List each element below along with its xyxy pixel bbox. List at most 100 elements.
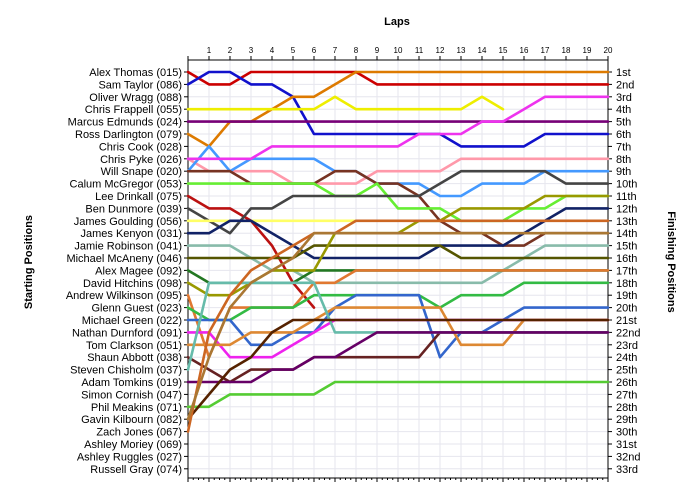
finishing-position-label: 16th	[616, 253, 637, 265]
x-tick-label: 10	[394, 46, 403, 55]
finishing-position-label: 12th	[616, 203, 637, 215]
series-line	[186, 293, 610, 359]
starting-position-label: Nathan Durnford (091)	[72, 327, 182, 339]
finishing-position-label: 19th	[616, 290, 637, 302]
starting-position-label: Gavin Kilbourn (082)	[81, 414, 182, 426]
starting-position-label: Adam Tomkins (019)	[81, 377, 182, 389]
series-line	[186, 95, 610, 161]
x-tick-label: 6	[312, 46, 317, 55]
series-line	[186, 169, 610, 235]
x-tick-label: 12	[436, 46, 445, 55]
finishing-position-label: 10th	[616, 179, 637, 191]
y-axis-label-right: Finishing Positions	[665, 211, 677, 312]
series-line	[186, 318, 610, 421]
series-line	[186, 70, 610, 148]
series-line	[186, 244, 610, 285]
x-tick-label: 2	[228, 46, 233, 55]
finishing-position-label: 13th	[616, 216, 637, 228]
x-tick-label: 11	[415, 46, 424, 55]
starting-position-label: Will Snape (020)	[101, 166, 182, 178]
x-tick-label: 17	[541, 46, 550, 55]
chart-title: Laps	[384, 16, 410, 28]
finishing-position-label: 22nd	[616, 327, 640, 339]
series-line	[186, 70, 610, 148]
series-line	[186, 70, 610, 86]
finishing-position-label: 30th	[616, 427, 637, 439]
x-tick-label: 16	[520, 46, 529, 55]
x-tick-label: 7	[333, 46, 338, 55]
starting-position-label: James Goulding (056)	[74, 216, 182, 228]
series-line	[186, 231, 610, 421]
finishing-position-label: 6th	[616, 129, 631, 141]
finishing-position-label: 20th	[616, 303, 637, 315]
series-line	[186, 95, 505, 111]
starting-position-label: Steven Chisholm (037)	[70, 365, 182, 377]
starting-position-label: Oliver Wragg (088)	[89, 92, 182, 104]
x-tick-label: 18	[562, 46, 571, 55]
starting-position-label: Ashley Moriey (069)	[84, 439, 182, 451]
x-tick-label: 5	[291, 46, 296, 55]
starting-position-label: Lee Drinkall (075)	[95, 191, 182, 203]
finishing-position-label: 7th	[616, 141, 631, 153]
starting-position-label: Alex Thomas (015)	[89, 67, 182, 79]
finishing-position-label: 29th	[616, 414, 637, 426]
finishing-position-label: 3rd	[616, 92, 632, 104]
finishing-position-label: 9th	[616, 166, 631, 178]
y-axis-label-left: Starting Positions	[23, 215, 35, 309]
series-line	[186, 182, 610, 223]
x-tick-labels: 1 2 3 4 5 6 7 8 9 10 11 12 13 14 15 16 17 18 19 20	[207, 46, 613, 55]
finishing-position-label: 14th	[616, 228, 637, 240]
finishing-position-labels: 1st2nd3rd4th5th6th7th8th9th10th11th12th1…	[616, 67, 640, 476]
x-tick-label: 20	[604, 46, 613, 55]
starting-position-label: Simon Cornish (047)	[81, 389, 182, 401]
finishing-position-label: 8th	[616, 154, 631, 166]
x-tick-label: 1	[207, 46, 212, 55]
finishing-position-label: 27th	[616, 389, 637, 401]
starting-position-label: Sam Taylor (086)	[98, 79, 182, 91]
finishing-position-label: 32nd	[616, 451, 640, 463]
x-tick-label: 8	[354, 46, 359, 55]
finishing-position-label: 28th	[616, 402, 637, 414]
starting-position-label: Michael McAneny (046)	[66, 253, 182, 265]
finishing-position-label: 24th	[616, 352, 637, 364]
series-line	[186, 219, 610, 433]
finishing-position-label: 18th	[616, 278, 637, 290]
finishing-position-label: 25th	[616, 365, 637, 377]
starting-position-label: Russell Gray (074)	[90, 464, 182, 476]
x-tick-label: 4	[270, 46, 275, 55]
finishing-position-label: 1st	[616, 67, 631, 79]
starting-position-label: Glenn Guest (023)	[92, 303, 183, 315]
series-line	[186, 157, 610, 185]
finishing-position-label: 21st	[616, 315, 637, 327]
starting-position-label: Jamie Robinson (041)	[74, 241, 182, 253]
finishing-position-label: 23rd	[616, 340, 638, 352]
finishing-position-label: 5th	[616, 117, 631, 129]
starting-position-label: Calum McGregor (053)	[70, 179, 182, 191]
starting-position-label: Ashley Ruggles (027)	[77, 451, 182, 463]
finishing-position-label: 4th	[616, 104, 631, 116]
starting-position-label: Andrew Wilkinson (095)	[66, 290, 182, 302]
starting-position-labels: Alex Thomas (015)Sam Taylor (086)Oliver …	[66, 67, 182, 476]
finishing-position-label: 33rd	[616, 464, 638, 476]
x-tick-label: 9	[375, 46, 380, 55]
starting-position-label: Chris Frappell (055)	[85, 104, 182, 116]
finishing-position-label: 17th	[616, 265, 637, 277]
starting-position-label: Phil Meakins (071)	[91, 402, 182, 414]
finishing-position-label: 2nd	[616, 79, 634, 91]
starting-position-label: Ben Dunmore (039)	[85, 203, 182, 215]
starting-position-label: Chris Pyke (026)	[100, 154, 182, 166]
x-tick-label: 3	[249, 46, 254, 55]
x-tick-label: 19	[583, 46, 592, 55]
plot-frame	[184, 56, 612, 482]
finishing-position-label: 11th	[616, 191, 637, 203]
series-lines	[186, 70, 610, 433]
x-tick-label: 15	[499, 46, 508, 55]
starting-position-label: Tom Clarkson (051)	[86, 340, 182, 352]
series-line	[186, 244, 610, 260]
x-tick-label: 13	[457, 46, 466, 55]
starting-position-label: Marcus Edmunds (024)	[68, 117, 182, 129]
starting-position-label: David Hitchins (098)	[83, 278, 182, 290]
starting-position-label: Michael Green (022)	[82, 315, 182, 327]
starting-position-label: Alex Magee (092)	[95, 265, 182, 277]
